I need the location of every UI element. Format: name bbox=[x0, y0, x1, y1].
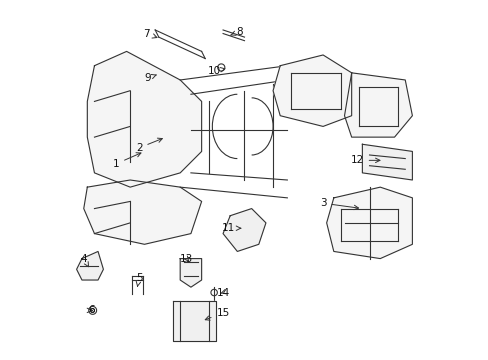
Polygon shape bbox=[326, 187, 411, 258]
Text: 11: 11 bbox=[222, 223, 241, 233]
Polygon shape bbox=[344, 73, 411, 137]
Text: 7: 7 bbox=[142, 28, 157, 39]
Text: 12: 12 bbox=[350, 156, 379, 165]
Polygon shape bbox=[223, 208, 265, 251]
Text: 8: 8 bbox=[230, 27, 242, 37]
Polygon shape bbox=[87, 51, 201, 187]
Text: 2: 2 bbox=[136, 138, 162, 153]
Text: 1: 1 bbox=[112, 153, 141, 169]
Text: 3: 3 bbox=[319, 198, 358, 210]
Polygon shape bbox=[173, 301, 216, 341]
Polygon shape bbox=[362, 144, 411, 180]
Text: 4: 4 bbox=[80, 253, 88, 267]
Text: 13: 13 bbox=[180, 253, 193, 264]
Text: 6: 6 bbox=[87, 305, 95, 315]
Polygon shape bbox=[272, 55, 351, 126]
Text: 15: 15 bbox=[205, 308, 229, 320]
Text: 10: 10 bbox=[207, 66, 224, 76]
Polygon shape bbox=[180, 258, 201, 287]
Polygon shape bbox=[83, 180, 201, 244]
Text: 14: 14 bbox=[216, 288, 229, 297]
Text: 9: 9 bbox=[144, 73, 156, 83]
Polygon shape bbox=[77, 251, 103, 280]
Text: 5: 5 bbox=[136, 273, 142, 286]
